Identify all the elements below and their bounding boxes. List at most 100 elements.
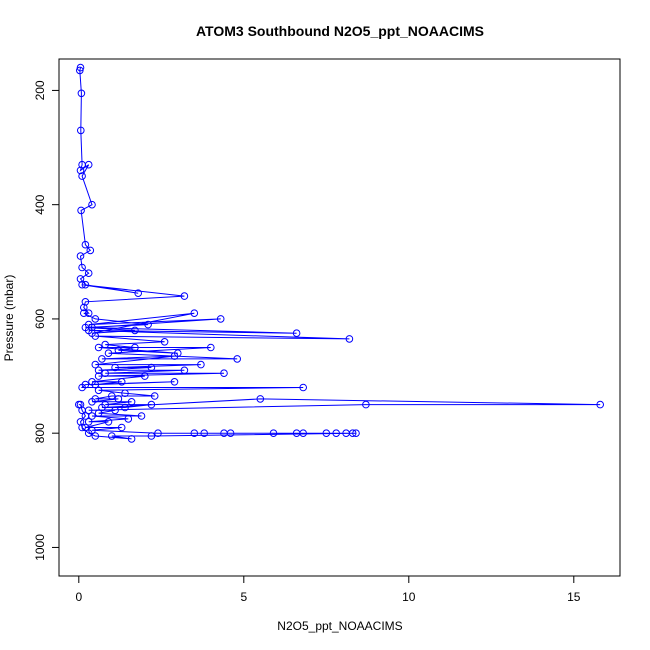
- data-point: [94, 343, 103, 352]
- data-point: [77, 126, 85, 135]
- x-tick-label: 5: [240, 590, 247, 604]
- data-point: [94, 386, 103, 395]
- data-point: [220, 369, 228, 378]
- data-point: [332, 429, 341, 438]
- data-point: [91, 380, 100, 389]
- data-point: [134, 289, 142, 298]
- data-point: [141, 372, 149, 380]
- data-point: [299, 429, 308, 438]
- series-line: [78, 67, 601, 440]
- data-point: [256, 395, 265, 403]
- data-point: [104, 418, 113, 426]
- data-point: [81, 412, 90, 420]
- data-point: [77, 89, 86, 98]
- data-point: [84, 429, 93, 438]
- data-point: [190, 429, 199, 438]
- data-point: [81, 298, 90, 306]
- data-point: [170, 352, 179, 360]
- data-point: [75, 400, 83, 409]
- data-point: [137, 412, 146, 420]
- data-point: [98, 355, 106, 363]
- x-axis-label: N2O5_ppt_NOAACIMS: [277, 619, 402, 633]
- data-point: [108, 432, 116, 440]
- data-point: [117, 378, 126, 386]
- data-point: [180, 366, 189, 375]
- data-point: [86, 246, 95, 255]
- data-point: [322, 429, 331, 438]
- data-point: [76, 66, 84, 75]
- data-point: [78, 383, 86, 392]
- y-tick-label: 800: [33, 423, 47, 443]
- data-point: [101, 369, 109, 378]
- data-point: [596, 400, 605, 409]
- data-point: [77, 206, 85, 215]
- data-point: [94, 409, 103, 418]
- data-point: [197, 360, 205, 369]
- data-point: [84, 326, 93, 335]
- data-point: [91, 360, 100, 369]
- data-point: [131, 343, 139, 352]
- data-point: [144, 320, 152, 329]
- data-point: [78, 172, 86, 180]
- data-point: [170, 378, 179, 386]
- data-point: [76, 252, 85, 260]
- y-axis: 200 400 600 800 1000: [33, 80, 60, 561]
- data-point: [80, 309, 88, 318]
- data-point: [114, 346, 123, 355]
- data-point: [150, 392, 159, 400]
- data-point: [348, 429, 357, 438]
- data-point: [180, 292, 189, 300]
- data-point: [207, 343, 215, 352]
- data-point: [127, 435, 136, 443]
- data-point: [98, 403, 106, 412]
- y-tick-label: 400: [33, 194, 47, 214]
- data-point: [117, 423, 126, 432]
- data-point: [91, 432, 100, 440]
- data-point: [111, 363, 119, 372]
- data-point: [81, 280, 90, 289]
- data-layer: [75, 63, 605, 443]
- data-point: [108, 392, 116, 400]
- data-point: [131, 326, 139, 335]
- data-point: [101, 340, 109, 349]
- data-point: [299, 383, 308, 392]
- chart-title: ATOM3 Southbound N2O5_ppt_NOAACIMS: [196, 23, 484, 39]
- data-point: [104, 349, 113, 358]
- data-point: [147, 432, 156, 440]
- data-point: [81, 423, 90, 432]
- data-point: [76, 166, 85, 175]
- data-point: [124, 415, 133, 423]
- data-point: [94, 366, 103, 375]
- data-point: [352, 429, 360, 438]
- data-point: [154, 429, 162, 438]
- data-point: [91, 332, 100, 340]
- data-point: [84, 160, 93, 169]
- data-point: [76, 63, 85, 72]
- data-point: [78, 280, 86, 289]
- y-tick-label: 200: [33, 80, 47, 100]
- data-point: [81, 240, 90, 249]
- data-point: [147, 400, 156, 409]
- y-tick-label: 1000: [33, 534, 47, 561]
- x-tick-label: 15: [567, 590, 581, 604]
- data-point: [147, 363, 156, 372]
- data-point: [160, 338, 169, 346]
- data-point: [200, 429, 208, 438]
- data-point: [78, 423, 86, 432]
- data-point: [362, 400, 370, 409]
- x-tick-label: 0: [75, 590, 82, 604]
- data-point: [345, 335, 354, 343]
- data-point: [114, 395, 123, 403]
- y-axis-label: Pressure (mbar): [2, 275, 16, 362]
- data-point: [226, 429, 235, 438]
- data-point: [84, 418, 93, 426]
- data-point: [84, 269, 93, 278]
- data-point: [111, 406, 119, 415]
- x-axis: 0 5 10 15: [75, 575, 581, 604]
- data-point: [269, 429, 278, 438]
- data-point: [121, 389, 129, 398]
- data-point: [78, 263, 86, 272]
- data-point: [88, 398, 96, 406]
